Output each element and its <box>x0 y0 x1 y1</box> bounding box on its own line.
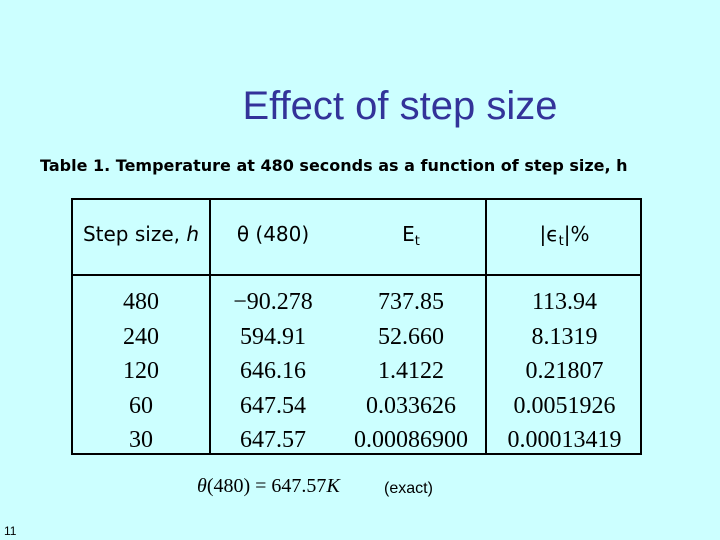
column-true-error: 737.85 52.660 1.4122 0.033626 0.00086900 <box>337 285 485 458</box>
table-cell: −90.278 <box>233 289 313 315</box>
table-cell: 60 <box>129 392 153 419</box>
column-relative-error: 113.94 8.1319 0.21807 0.0051926 0.000134… <box>487 285 642 458</box>
column-divider <box>209 200 211 453</box>
table-cell: 0.0051926 <box>513 392 616 419</box>
header-divider <box>73 274 640 276</box>
table-cell: 113.94 <box>531 289 598 315</box>
table-cell: 30 <box>129 427 153 453</box>
table-cell: 120 <box>123 358 159 384</box>
slide-title: Effect of step size <box>242 84 558 128</box>
header-step-size: Step size, h <box>82 222 200 246</box>
table-cell: 0.21807 <box>525 358 604 384</box>
header-relative-error: |ϵt|% <box>539 222 590 249</box>
table-cell: 0.00086900 <box>354 427 468 453</box>
table-cell: 647.54 <box>240 392 306 419</box>
table-caption: Table 1. Temperature at 480 seconds as a… <box>40 156 628 175</box>
column-divider <box>485 200 487 453</box>
table-cell: 594.91 <box>240 323 306 350</box>
header-true-error: Et <box>402 222 420 249</box>
table-cell: 52.660 <box>378 323 444 350</box>
exact-formula: θ(480) = 647.57K <box>197 475 340 497</box>
table-cell: 646.16 <box>240 358 306 384</box>
table-cell: 0.033626 <box>366 392 456 419</box>
column-step-size: 480 240 120 60 30 <box>73 285 209 458</box>
table-cell: 480 <box>123 289 159 315</box>
exact-note: (exact) <box>384 480 433 497</box>
table-cell: 240 <box>123 323 159 350</box>
header-theta: θ (480) <box>236 222 310 246</box>
results-table: Step size, h θ (480) Et |ϵt|% 480 240 12… <box>71 198 642 455</box>
column-theta: −90.278 594.91 646.16 647.54 647.57 <box>209 285 337 458</box>
table-cell: 737.85 <box>378 289 444 315</box>
page-number: 11 <box>4 524 17 538</box>
table-cell: 647.57 <box>240 427 306 453</box>
table-cell: 1.4122 <box>378 358 444 384</box>
table-cell: 0.00013419 <box>507 427 622 453</box>
table-cell: 8.1319 <box>531 323 598 350</box>
